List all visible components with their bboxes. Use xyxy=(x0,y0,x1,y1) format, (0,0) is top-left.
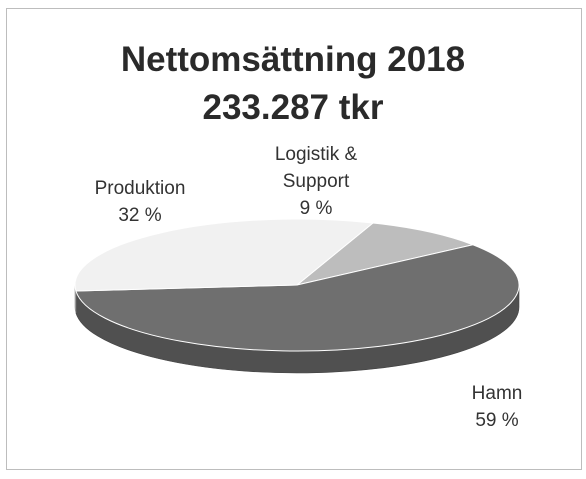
slice-name-label: Produktion xyxy=(95,178,186,199)
chart-subtitle: 233.287 tkr xyxy=(202,88,384,127)
slice-name-label: Logistik & xyxy=(275,144,358,165)
chart-title: Nettomsättning 2018 xyxy=(120,40,466,79)
slice-name-label: Support xyxy=(283,171,350,192)
pie-slice-hamn xyxy=(75,244,520,352)
slice-percent-label: 59 % xyxy=(475,410,518,431)
slice-label-hamn: Hamn 59 % xyxy=(472,383,523,431)
slice-percent-label: 9 % xyxy=(300,198,333,219)
pie-slice-produktion xyxy=(74,218,375,292)
slice-label-produktion: Produktion 32 % xyxy=(95,178,186,226)
slice-label-logistik-support: Logistik & Support 9 % xyxy=(275,144,358,219)
pie-slice-logistik-support xyxy=(296,222,475,286)
slice-name-label: Hamn xyxy=(472,383,523,404)
slice-percent-label: 32 % xyxy=(118,205,161,226)
